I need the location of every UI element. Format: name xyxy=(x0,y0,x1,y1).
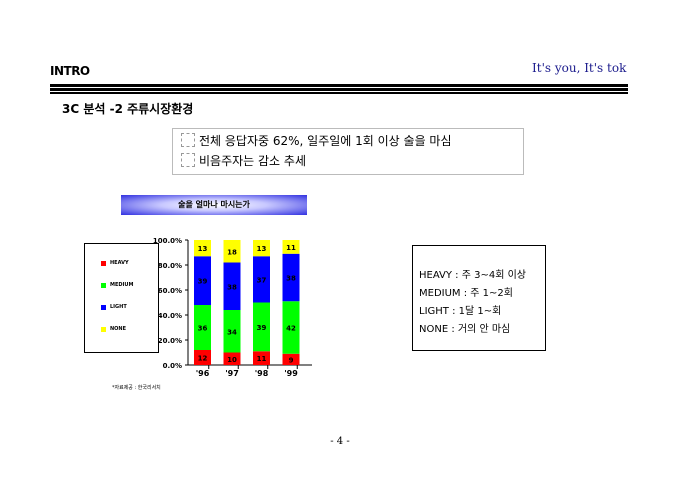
definition-item: HEAVY : 주 3~4회 이상 xyxy=(419,270,526,281)
page-number: - 4 - xyxy=(330,436,350,447)
bullet-icon xyxy=(181,153,195,167)
bar-segment xyxy=(253,351,270,365)
x-tick-label: '96 xyxy=(196,369,210,378)
data-label: 13 xyxy=(198,245,208,253)
divider xyxy=(50,88,628,91)
bullet-icon xyxy=(181,133,195,147)
summary-item: 전체 응답자중 62%, 일주일에 1회 이상 술을 마심 xyxy=(199,134,452,148)
chart-source: *자료제공 : 한국리서치 xyxy=(112,385,161,391)
legend-swatch xyxy=(101,282,106,288)
bar-segment xyxy=(194,305,211,350)
legend-label: HEAVY xyxy=(110,260,129,266)
data-label: 18 xyxy=(227,248,237,256)
y-tick-label: 100.0% xyxy=(153,237,182,245)
definition-item: NONE : 거의 안 마심 xyxy=(419,324,511,335)
legend-label: NONE xyxy=(110,326,127,332)
legend-item: MEDIUM xyxy=(101,282,133,288)
bar-segment xyxy=(282,301,300,354)
bar-segment xyxy=(223,310,241,353)
x-tick-label: '97 xyxy=(225,369,239,378)
y-tick-label: 80.0% xyxy=(158,262,182,270)
divider xyxy=(50,84,628,87)
bar-segment xyxy=(194,240,211,257)
chart-title: 술을 얼마나 마시는가 xyxy=(121,195,307,215)
bar-segment xyxy=(223,352,241,365)
data-label: 42 xyxy=(286,325,296,333)
definition-item: MEDIUM : 주 1~2회 xyxy=(419,288,513,299)
data-label: 39 xyxy=(257,324,267,332)
definition-item: LIGHT : 1달 1~회 xyxy=(419,306,502,317)
bar-segment xyxy=(223,262,241,310)
summary-box: 전체 응답자중 62%, 일주일에 1회 이상 술을 마심 비음주자는 감소 추… xyxy=(172,128,524,175)
data-label: 34 xyxy=(227,328,237,336)
divider xyxy=(50,92,628,94)
bar-segment xyxy=(194,256,211,305)
legend-label: LIGHT xyxy=(110,304,127,310)
bar-segment xyxy=(253,302,270,352)
legend-item: HEAVY xyxy=(101,260,129,266)
data-label: 38 xyxy=(286,275,296,283)
bar-segment xyxy=(282,240,300,254)
section-label: INTRO xyxy=(50,64,90,78)
y-tick-label: 0.0% xyxy=(163,362,182,370)
bar-segment xyxy=(253,240,270,257)
bar-segment xyxy=(194,350,211,365)
legend-item: LIGHT xyxy=(101,304,127,310)
data-label: 38 xyxy=(227,283,237,291)
chart-legend: HEAVY MEDIUM LIGHT NONE xyxy=(84,243,159,353)
data-label: 39 xyxy=(198,278,208,286)
bar-segment xyxy=(253,256,270,303)
x-tick-label: '99 xyxy=(284,369,298,378)
data-label: 9 xyxy=(289,356,294,364)
page-title: 3C 분석 -2 주류시장환경 xyxy=(62,102,194,116)
y-tick-label: 20.0% xyxy=(158,337,182,345)
legend-item: NONE xyxy=(101,326,126,332)
bar-segment xyxy=(282,253,300,302)
legend-swatch xyxy=(101,304,106,310)
y-tick-label: 60.0% xyxy=(158,287,182,295)
tagline: It's you, It's tok xyxy=(532,61,627,75)
data-label: 36 xyxy=(198,325,208,333)
data-label: 11 xyxy=(286,244,296,252)
data-label: 37 xyxy=(257,276,267,284)
bar-segment xyxy=(223,240,241,263)
legend-swatch xyxy=(101,260,106,266)
legend-label: MEDIUM xyxy=(110,282,134,288)
stacked-bar-chart: 0.0% 20.0% 40.0% 60.0% 80.0% 100.0% 12 36 39 13 '9… xyxy=(153,237,312,378)
data-label: 11 xyxy=(257,355,267,363)
legend-swatch xyxy=(101,326,106,332)
data-label: 12 xyxy=(198,355,208,363)
data-label: 13 xyxy=(257,245,267,253)
summary-item: 비음주자는 감소 추세 xyxy=(199,154,306,168)
definitions-box: HEAVY : 주 3~4회 이상 MEDIUM : 주 1~2회 LIGHT … xyxy=(412,245,546,351)
bar-segment xyxy=(282,353,300,365)
x-tick-label: '98 xyxy=(255,369,269,378)
data-label: 10 xyxy=(227,356,237,364)
y-tick-label: 40.0% xyxy=(158,312,182,320)
